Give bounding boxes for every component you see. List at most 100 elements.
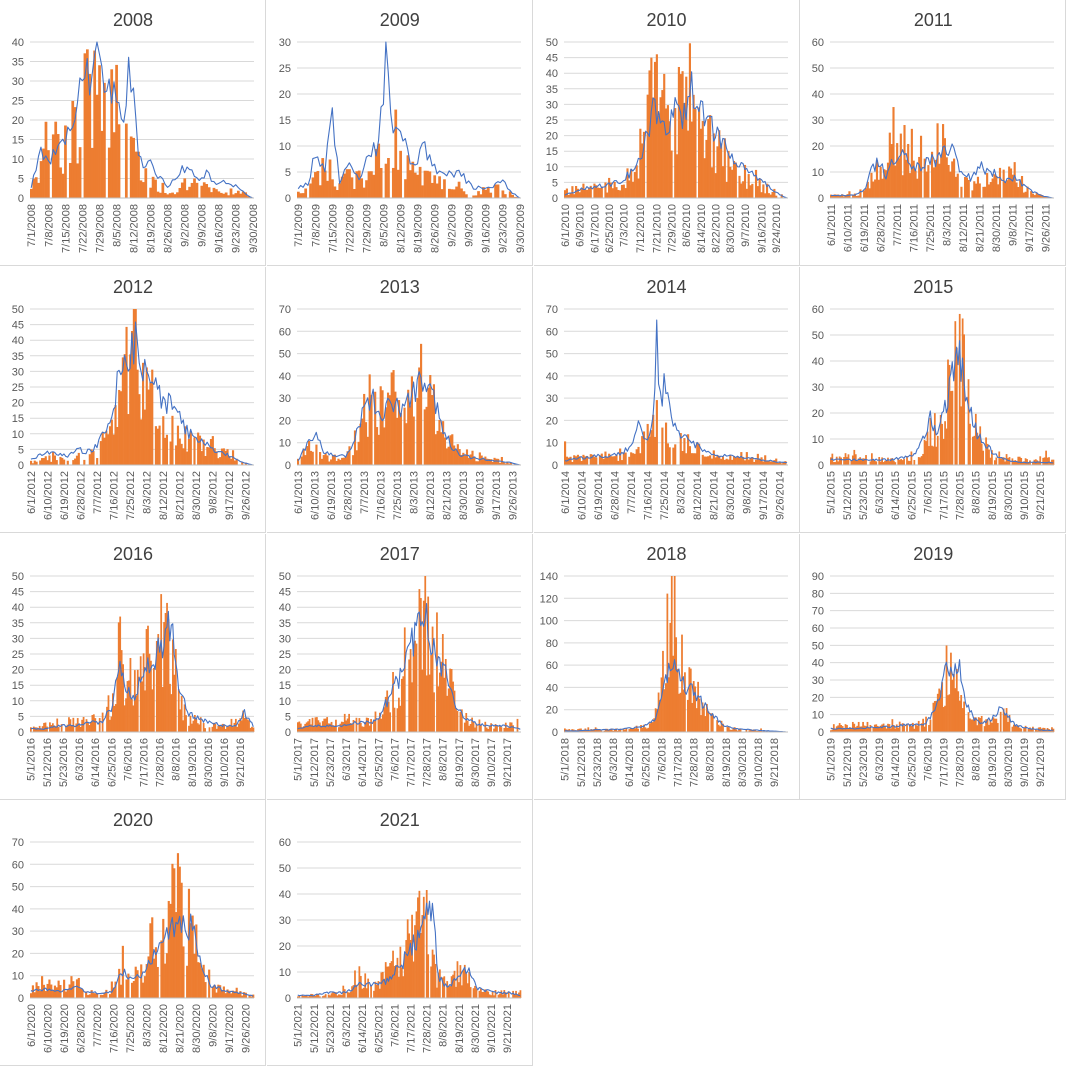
bar <box>63 979 66 999</box>
bar <box>756 186 759 198</box>
bar <box>468 725 470 732</box>
bar <box>182 946 185 999</box>
bar <box>484 721 486 732</box>
bar <box>651 414 654 465</box>
bar <box>498 993 501 999</box>
bar <box>252 726 255 732</box>
bar <box>347 992 350 999</box>
y-tick-label: 70 <box>12 837 24 849</box>
y-tick-label: 20 <box>12 949 24 961</box>
y-tick-label: 25 <box>12 649 24 661</box>
line-series <box>297 602 521 730</box>
bar <box>124 123 128 198</box>
bar <box>719 458 722 465</box>
bar <box>349 992 352 999</box>
y-tick-label: 35 <box>12 351 24 363</box>
bar <box>311 717 314 732</box>
bar <box>704 139 708 198</box>
bar <box>236 726 239 732</box>
bar <box>605 192 608 198</box>
bar <box>322 454 325 465</box>
x-tick-label: 7/7/2013 <box>359 471 371 514</box>
bar <box>868 727 871 732</box>
bar <box>871 453 873 465</box>
bar <box>324 718 327 732</box>
bar <box>882 461 885 465</box>
bar <box>1000 711 1002 732</box>
x-tick-label: 5/12/2015 <box>842 471 854 520</box>
bar <box>237 723 240 732</box>
bar <box>217 725 220 732</box>
bar <box>409 940 412 999</box>
bar <box>465 973 467 999</box>
bar <box>122 663 124 732</box>
bar <box>734 457 737 465</box>
bar <box>365 717 368 732</box>
bar <box>394 109 397 198</box>
x-tick-label: 8/21/2012 <box>175 471 187 520</box>
bar <box>105 430 108 465</box>
bar <box>928 445 931 465</box>
bar <box>333 725 336 732</box>
bar <box>1045 729 1048 732</box>
bar <box>215 728 218 732</box>
bar <box>1032 193 1035 198</box>
chart-panel-2021: 0 10 20 30 40 50 60 5/1/2021 5/12/2021 5/23/2021 6… <box>266 800 533 1067</box>
bar <box>695 707 698 732</box>
bar <box>180 882 183 999</box>
y-tick-label: 30 <box>545 99 557 111</box>
bar <box>193 178 196 198</box>
bar <box>384 407 388 465</box>
x-tick-label: 8/19/2017 <box>454 738 466 787</box>
bar <box>395 417 399 465</box>
x-tick-label: 6/14/2017 <box>357 738 369 787</box>
x-tick-label: 7/7/2020 <box>92 1004 104 1047</box>
bar <box>962 318 964 465</box>
bar <box>726 726 728 732</box>
bar <box>932 702 935 732</box>
bar <box>576 188 579 198</box>
x-tick-label: 6/25/2021 <box>373 1004 385 1053</box>
bar <box>466 720 469 732</box>
bar <box>478 991 481 999</box>
bar <box>1052 459 1055 465</box>
bar <box>476 191 480 198</box>
bar <box>875 723 878 732</box>
bar <box>198 962 202 999</box>
bar <box>184 426 187 465</box>
x-tick-label: 8/30/2020 <box>191 1004 203 1053</box>
bar <box>457 181 461 198</box>
bar <box>214 723 217 732</box>
bar <box>383 706 385 732</box>
y-tick-label: 25 <box>545 115 557 127</box>
bar <box>335 190 339 198</box>
bar <box>887 723 890 732</box>
bar <box>357 170 361 198</box>
bar <box>399 947 401 999</box>
bar <box>178 438 181 465</box>
x-tick-label: 9/8/2011 <box>1008 204 1020 246</box>
bar <box>470 717 473 732</box>
bar <box>684 452 687 465</box>
chart-panel-2017: 0 5 10 15 20 25 30 35 40 45 50 5/1/2017 5/12/2017 5/2… <box>266 533 533 800</box>
bar <box>375 426 378 465</box>
line-series <box>564 658 787 733</box>
bar <box>301 726 303 732</box>
x-tick-label: 7/15/2008 <box>60 204 72 253</box>
bar <box>95 94 99 198</box>
bar <box>879 166 882 198</box>
bar <box>342 721 344 732</box>
bar <box>156 967 159 999</box>
bar <box>88 994 91 999</box>
bar <box>456 710 459 732</box>
y-tick-label: 20 <box>279 89 291 101</box>
bar <box>174 648 177 732</box>
y-tick-label: 20 <box>12 664 24 676</box>
bar <box>915 724 917 732</box>
bar <box>101 995 104 999</box>
bar <box>680 634 683 732</box>
bar <box>911 128 914 198</box>
bar <box>950 652 953 732</box>
bar <box>725 181 728 198</box>
